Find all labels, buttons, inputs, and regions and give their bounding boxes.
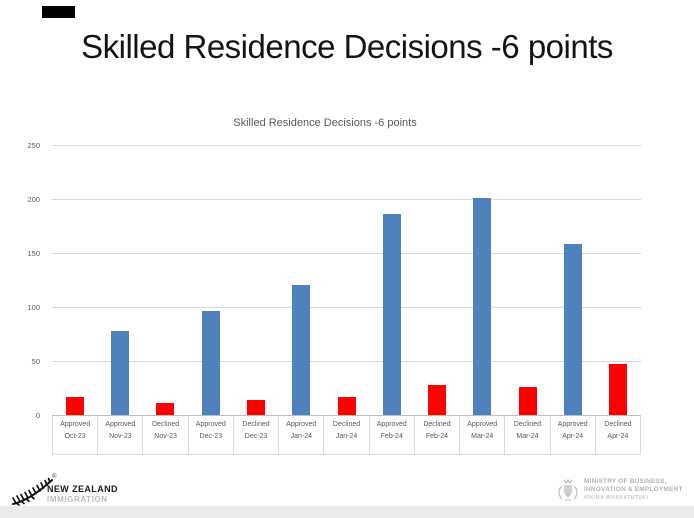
y-axis-tick-label: 250 (27, 141, 40, 150)
category-month-label: Feb-24 (425, 433, 449, 440)
y-axis: 0 50 100 150 200 250 (0, 141, 46, 420)
x-axis-category-label: Approved Nov-23 (97, 416, 142, 454)
page-title: Skilled Residence Decisions -6 points (81, 28, 613, 65)
x-axis-category-label: Approved Apr-24 (549, 416, 595, 454)
chart-bar-declined-dec-23 (246, 399, 265, 415)
chart-bar-approved-feb-24 (382, 214, 401, 415)
x-axis: Approved Oct-23 Approved Nov-23 Declined Nov-… (52, 415, 641, 455)
mbie-logo-line1: MINISTRY OF BUSINESS, (584, 478, 667, 485)
nz-immigration-logo: ® NEW ZEALAND IMMIGRATION (10, 472, 190, 506)
chart-title: Skilled Residence Decisions -6 points (233, 117, 417, 129)
chart-bar-declined-jan-24 (337, 396, 356, 415)
mbie-coat-of-arms-icon (558, 478, 578, 501)
gridline (52, 145, 641, 146)
chart-bar-approved-nov-23 (110, 330, 129, 415)
registered-trademark-icon: ® (52, 474, 57, 480)
y-axis-tick-label: 150 (27, 249, 40, 258)
y-axis-tick-label: 100 (27, 303, 40, 312)
nz-logo-line2: IMMIGRATION (47, 495, 108, 504)
mbie-logo-text: MINISTRY OF BUSINESS, INNOVATION & EMPLO… (584, 478, 683, 502)
x-axis-category-label: Declined Jan-24 (323, 416, 368, 454)
gridline (52, 361, 641, 362)
chart-bar-declined-mar-24 (518, 386, 537, 415)
x-axis-category-label: Declined Nov-23 (142, 416, 187, 454)
gridline (52, 253, 641, 254)
category-status-label: Approved (286, 421, 317, 428)
chart-bar-approved-mar-24 (473, 197, 492, 415)
category-status-label: Approved (105, 421, 136, 428)
chart-bar-approved-apr-24 (564, 244, 583, 415)
y-axis-tick-label: 0 (35, 411, 40, 420)
x-axis-category-label: Approved Mar-24 (459, 416, 504, 454)
category-status-label: Approved (557, 421, 588, 428)
chart-bar-declined-feb-24 (428, 384, 447, 415)
silver-fern-icon (12, 477, 53, 506)
category-status-label: Approved (467, 421, 498, 428)
footer-band (0, 506, 694, 518)
category-month-label: Jan-24 (290, 433, 312, 440)
y-axis-tick-label: 50 (31, 357, 40, 366)
x-axis-category-label: Approved Feb-24 (368, 416, 414, 454)
category-month-label: Dec-23 (199, 433, 223, 440)
chart-bar-approved-oct-23 (65, 396, 84, 415)
category-status-label: Declined (151, 421, 180, 428)
x-axis-category-label: Approved Jan-24 (278, 416, 323, 454)
x-axis-category-label: Declined Mar-24 (504, 416, 549, 454)
category-month-label: Apr-24 (562, 433, 584, 440)
y-axis-tick-label: 200 (27, 195, 40, 204)
category-month-label: Mar-24 (516, 433, 539, 440)
x-axis-category-label: Declined Dec-23 (232, 416, 278, 454)
mbie-logo: MINISTRY OF BUSINESS, INNOVATION & EMPLO… (556, 476, 688, 504)
category-status-label: Approved (376, 421, 407, 428)
x-axis-category-label: Declined Apr-24 (594, 416, 640, 454)
top-left-black-mark (42, 6, 75, 18)
mbie-logo-line3: HĪKINA WHAKATUTUKI (584, 495, 649, 501)
category-month-label: Nov-23 (109, 433, 132, 440)
chart-bar-declined-nov-23 (156, 403, 175, 415)
plot-area (52, 145, 641, 416)
category-month-label: Jan-24 (335, 433, 358, 440)
category-month-label: Dec-23 (244, 433, 268, 440)
category-month-label: Mar-24 (471, 433, 494, 440)
category-status-label: Declined (332, 421, 361, 428)
x-axis-category-label: Declined Feb-24 (413, 416, 459, 454)
chart-bar-approved-jan-24 (292, 285, 311, 415)
category-month-label: Apr-24 (607, 433, 629, 440)
category-status-label: Declined (242, 421, 270, 428)
chart-bar-approved-dec-23 (201, 311, 220, 415)
gridline (52, 307, 641, 308)
category-month-label: Feb-24 (380, 433, 403, 440)
nz-logo-line1: NEW ZEALAND (47, 484, 118, 494)
category-month-label: Nov-23 (154, 433, 177, 440)
chart-bar-declined-apr-24 (609, 364, 628, 415)
category-status-label: Declined (604, 421, 632, 428)
x-axis-category-label: Approved Oct-23 (52, 416, 97, 454)
mbie-logo-line2: INNOVATION & EMPLOYMENT (584, 486, 683, 493)
gridline (52, 199, 641, 200)
category-status-label: Declined (423, 421, 451, 428)
category-month-label: Oct-23 (64, 433, 86, 440)
category-status-label: Approved (195, 421, 226, 428)
category-status-label: Declined (513, 421, 542, 428)
x-axis-category-label: Approved Dec-23 (187, 416, 233, 454)
category-status-label: Approved (60, 421, 91, 428)
